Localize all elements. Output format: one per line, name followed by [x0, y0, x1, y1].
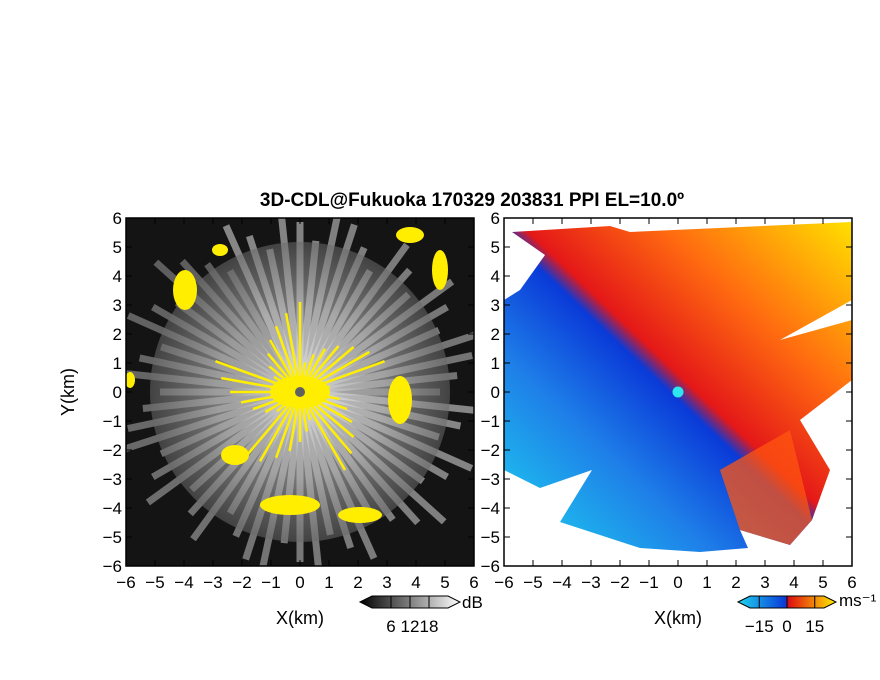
- highlight-echo-blob: [173, 270, 197, 310]
- x-axis-label-right: X(km): [654, 608, 702, 628]
- y-tick-label: −6: [103, 557, 122, 576]
- x-tick-label: 0: [673, 573, 682, 592]
- colorbar-tick-label: 18: [420, 617, 439, 636]
- x-tick-label: 4: [789, 573, 798, 592]
- colorbar-tick-label: 15: [805, 617, 824, 636]
- y-tick-label: 3: [113, 296, 122, 315]
- x-tick-label: 5: [440, 573, 449, 592]
- x-tick-label: 0: [295, 573, 304, 592]
- x-tick-label: −1: [261, 573, 280, 592]
- y-tick-label: 2: [491, 325, 500, 344]
- colorbar-tick-label: −15: [745, 617, 774, 636]
- x-tick-label: 1: [702, 573, 711, 592]
- y-tick-label: 4: [491, 267, 500, 286]
- y-tick-label: −1: [103, 412, 122, 431]
- highlight-echo-blob: [212, 244, 228, 256]
- y-tick-label: −5: [481, 528, 500, 547]
- reflectivity-field: [126, 218, 474, 566]
- y-tick-label: 5: [491, 238, 500, 257]
- x-tick-label: 6: [469, 573, 478, 592]
- reflectivity-colorbar-unit: dB: [462, 593, 483, 612]
- highlight-echo-blob: [396, 227, 424, 243]
- x-tick-label: −5: [145, 573, 164, 592]
- y-tick-label: −5: [103, 528, 122, 547]
- x-tick-label: 5: [818, 573, 827, 592]
- highlight-echo-blob: [260, 495, 320, 515]
- x-tick-label: −5: [523, 573, 542, 592]
- colorbar-tick-label: 6: [386, 617, 395, 636]
- y-tick-label: −3: [481, 470, 500, 489]
- highlight-echo-blob: [126, 372, 135, 388]
- velocity-field: [504, 218, 852, 566]
- highlight-echo-blob: [388, 376, 412, 424]
- y-tick-label: 3: [491, 296, 500, 315]
- y-tick-label: 1: [113, 354, 122, 373]
- highlight-echo-blob: [432, 250, 448, 290]
- velocity-panel: −6 −5 −4 −3 −2 −1 0 1 2 3 4 5 6 6 5 4 3 2 1 0 −1 −2 −3 −4 −5 −6 X…: [481, 209, 877, 636]
- y-tick-label: 2: [113, 325, 122, 344]
- y-tick-label: −4: [481, 499, 500, 518]
- x-tick-label: 3: [382, 573, 391, 592]
- y-axis-label: Y(km): [58, 368, 78, 416]
- highlight-echo-blob: [338, 507, 382, 523]
- x-tick-label: −3: [581, 573, 600, 592]
- x-tick-label: −3: [203, 573, 222, 592]
- y-tick-label: 6: [113, 209, 122, 228]
- y-tick-label: 0: [113, 383, 122, 402]
- radar-site-marker-velocity: [672, 386, 684, 398]
- y-tick-label: 0: [491, 383, 500, 402]
- x-tick-label: 3: [760, 573, 769, 592]
- x-tick-label: −2: [610, 573, 629, 592]
- x-axis-label-left: X(km): [276, 608, 324, 628]
- y-tick-label: −2: [481, 441, 500, 460]
- y-tick-label: −2: [103, 441, 122, 460]
- x-tick-label: −1: [639, 573, 658, 592]
- y-tick-label: −3: [103, 470, 122, 489]
- colorbar-tick-label: 0: [782, 617, 791, 636]
- x-tick-label: 2: [353, 573, 362, 592]
- y-tick-label: 5: [113, 238, 122, 257]
- y-tick-label: −4: [103, 499, 122, 518]
- x-tick-label: 4: [411, 573, 420, 592]
- y-tick-label: 4: [113, 267, 122, 286]
- x-tick-label: 1: [324, 573, 333, 592]
- x-tick-label: −2: [232, 573, 251, 592]
- highlight-echo-blob: [221, 445, 249, 465]
- velocity-colorbar-unit: ms⁻¹: [839, 591, 877, 610]
- colorbar-tick-label: 12: [401, 617, 420, 636]
- x-tick-label: −6: [116, 573, 135, 592]
- figure-title: 3D-CDL@Fukuoka 170329 203831 PPI EL=10.0…: [260, 190, 684, 211]
- y-tick-label: −1: [481, 412, 500, 431]
- x-tick-label: −4: [552, 573, 571, 592]
- y-tick-label: −6: [481, 557, 500, 576]
- y-tick-label: 6: [491, 209, 500, 228]
- radar-site-marker: [295, 387, 305, 397]
- velocity-colorbar: −15 0 15 ms⁻¹: [736, 591, 877, 636]
- x-tick-label: 2: [731, 573, 740, 592]
- x-tick-label: 6: [847, 573, 856, 592]
- reflectivity-colorbar: 6 12 18 dB: [358, 593, 483, 636]
- x-tick-label: −4: [174, 573, 193, 592]
- y-tick-label: 1: [491, 354, 500, 373]
- x-tick-label: −6: [494, 573, 513, 592]
